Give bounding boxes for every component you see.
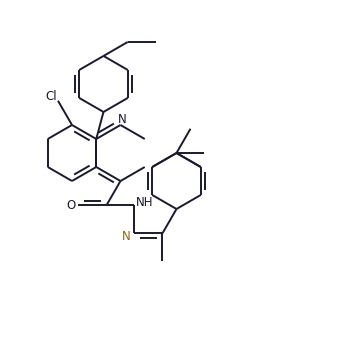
Text: N: N: [118, 112, 127, 126]
Text: N: N: [122, 230, 131, 243]
Text: O: O: [67, 199, 76, 212]
Text: Cl: Cl: [45, 90, 57, 103]
Text: NH: NH: [136, 196, 153, 209]
